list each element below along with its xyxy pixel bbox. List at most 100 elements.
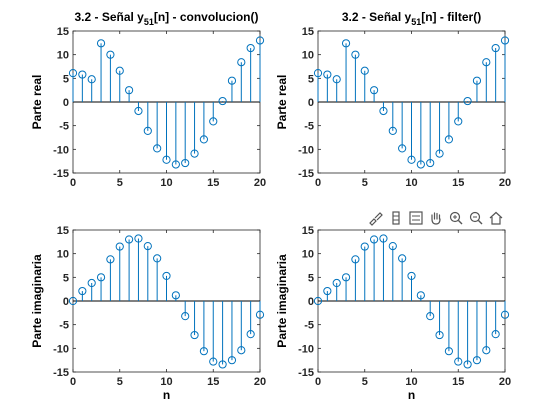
stem-marker xyxy=(472,76,482,85)
stem-marker xyxy=(125,86,134,95)
stem-marker xyxy=(351,50,360,59)
stem-marker xyxy=(398,144,407,153)
stem-marker xyxy=(341,39,351,48)
y-tick-label: 5 xyxy=(308,73,314,85)
stem-marker xyxy=(87,278,96,288)
brush-icon[interactable] xyxy=(367,209,385,227)
stem-marker xyxy=(313,69,323,78)
x-tick-label: 15 xyxy=(207,376,219,388)
x-axis-label: n xyxy=(163,388,170,402)
stem-marker xyxy=(500,310,510,319)
stem-marker xyxy=(426,158,435,168)
title-suffix: [n] - filter() xyxy=(421,10,481,24)
title-subscript: 51 xyxy=(144,17,154,27)
x-tick-label: 20 xyxy=(499,376,511,388)
stem-marker xyxy=(218,96,227,106)
axes-toolbar xyxy=(367,208,505,228)
y-tick-label: -5 xyxy=(59,320,69,332)
stem-marker xyxy=(360,242,369,251)
x-tick-label: 20 xyxy=(254,177,266,189)
y-tick-label: -15 xyxy=(53,367,69,379)
stem-marker xyxy=(332,278,341,288)
stem-marker xyxy=(134,234,143,243)
stem-marker xyxy=(87,75,96,84)
insert-legend-icon[interactable] xyxy=(407,209,425,227)
stem-marker xyxy=(209,357,218,366)
y-tick-label: 0 xyxy=(308,97,314,109)
stem-marker xyxy=(313,296,323,306)
y-tick-label: -15 xyxy=(298,367,314,379)
stem-marker xyxy=(199,347,208,356)
x-tick-label: 10 xyxy=(160,177,172,189)
stem-marker xyxy=(115,66,124,75)
stem-marker xyxy=(416,160,425,169)
home-icon[interactable] xyxy=(487,209,505,227)
y-tick-label: -5 xyxy=(304,121,314,133)
stem-marker xyxy=(379,234,388,243)
stem-marker xyxy=(143,126,152,135)
y-tick-label: 15 xyxy=(302,26,314,38)
y-tick-label: -5 xyxy=(304,320,314,332)
stem-marker xyxy=(323,70,332,79)
subplot-2: 0 5 10 15 20 -15 -10 -5 0 5 10 15 3.2 - Señal y51[n]… xyxy=(275,10,511,189)
stem-marker xyxy=(370,235,379,244)
stem-marker xyxy=(78,70,87,79)
x-tick-label: 5 xyxy=(362,376,368,388)
y-tick-label: 5 xyxy=(308,272,314,284)
stem-marker xyxy=(463,360,472,369)
subplot-1: 0 5 10 15 20 -15 -10 -5 0 5 10 15 3.2 - Señal y51[n]… xyxy=(30,10,266,189)
y-tick-label: 10 xyxy=(302,249,314,261)
y-tick-label: 10 xyxy=(302,50,314,62)
zoom-in-icon[interactable] xyxy=(447,209,465,227)
stem-marker xyxy=(199,135,208,144)
stem-marker xyxy=(125,235,134,244)
title-prefix: 3.2 - Señal y xyxy=(342,10,412,24)
stem-marker xyxy=(500,36,510,45)
stem-marker xyxy=(491,330,500,339)
stem-marker xyxy=(237,346,246,355)
chart-title: 3.2 - Señal y51[n] - convolucion() xyxy=(74,10,258,27)
y-tick-label: -10 xyxy=(298,144,314,156)
stem-marker xyxy=(454,117,463,126)
x-tick-label: 20 xyxy=(254,376,266,388)
stem-marker xyxy=(444,347,453,356)
stem-marker xyxy=(416,291,425,300)
stem-marker xyxy=(96,273,106,282)
stem-marker xyxy=(171,160,180,169)
pan-icon[interactable] xyxy=(427,209,445,227)
stem-marker xyxy=(463,96,472,106)
y-tick-label: -15 xyxy=(53,168,69,180)
x-axis-label: n xyxy=(408,388,415,402)
stem-marker xyxy=(227,356,237,365)
stem-marker xyxy=(115,242,124,251)
stem-marker xyxy=(106,50,115,59)
y-tick-label: 10 xyxy=(57,50,69,62)
stem-marker xyxy=(181,312,190,321)
stem-marker xyxy=(398,254,407,263)
stem-marker xyxy=(96,39,106,48)
insert-colorbar-icon[interactable] xyxy=(387,209,405,227)
y-tick-label: 15 xyxy=(57,26,69,38)
stem-marker xyxy=(388,241,397,251)
stem-marker xyxy=(78,286,87,296)
stem-marker xyxy=(153,144,162,153)
stem-marker xyxy=(482,346,491,355)
stem-marker xyxy=(407,271,416,281)
subplot-3: 0 5 10 15 20 -15 -10 -5 0 5 10 15 Parte imaginaria n xyxy=(30,225,266,402)
y-tick-label: 15 xyxy=(302,225,314,237)
stem-marker xyxy=(454,357,463,366)
y-tick-label: 0 xyxy=(308,296,314,308)
stem-marker xyxy=(407,155,416,164)
x-tick-label: 15 xyxy=(452,177,464,189)
x-tick-label: 5 xyxy=(117,376,123,388)
y-tick-label: 0 xyxy=(63,296,69,308)
zoom-out-icon[interactable] xyxy=(467,209,485,227)
stem-marker xyxy=(482,58,491,67)
stem-marker xyxy=(162,155,171,164)
x-tick-label: 10 xyxy=(160,376,172,388)
stem-marker xyxy=(491,43,500,53)
y-axis-label: Parte real xyxy=(30,75,44,130)
stem-marker xyxy=(435,330,444,340)
y-tick-label: -10 xyxy=(53,144,69,156)
